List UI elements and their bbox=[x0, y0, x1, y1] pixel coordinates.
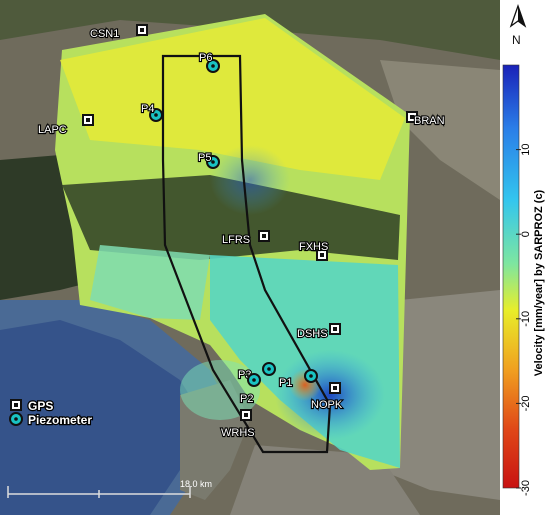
colorbar-tick-label: -10 bbox=[520, 311, 532, 327]
scale-bar-label: 18.0 km bbox=[180, 479, 212, 489]
gps-marker-wrhs[interactable]: WRHS bbox=[220, 409, 256, 440]
scale-bar: 18.0 km bbox=[7, 479, 212, 498]
gps-marker-fxhs[interactable]: FXHS bbox=[298, 240, 329, 261]
colorbar-tick-label: 0 bbox=[520, 231, 532, 237]
piezometer-label-p1: P1 bbox=[279, 377, 292, 389]
north-arrow: N bbox=[509, 4, 527, 47]
piezometer-marker-p4[interactable]: P4 bbox=[140, 102, 163, 122]
colorbar: 10 0 -10 -20 -30 Velocity [mm/year] by SARPR… bbox=[502, 64, 545, 496]
gps-marker-dshs[interactable]: DSHS bbox=[296, 323, 341, 341]
colorbar-gradient bbox=[502, 64, 520, 489]
gps-marker-csn1[interactable]: CSN1 bbox=[89, 24, 148, 41]
legend-piezometer-label: Piezometer bbox=[28, 413, 92, 427]
piezometer-label-p2: P2 bbox=[240, 393, 253, 405]
colorbar-tick-label: 10 bbox=[520, 143, 532, 155]
piezometer-marker-p6[interactable]: P6 bbox=[198, 51, 220, 73]
gps-marker-nopk[interactable]: NOPK bbox=[310, 382, 344, 412]
gps-label-nopk: NOPK bbox=[311, 399, 343, 411]
piezometer-marker-p2[interactable]: P2 bbox=[239, 373, 261, 406]
gps-label-wrhs: WRHS bbox=[221, 427, 255, 439]
gps-label-lapc: LAPC bbox=[38, 124, 67, 136]
north-arrow-label: N bbox=[512, 33, 521, 47]
map-legend: GPS Piezometer bbox=[9, 398, 94, 428]
colorbar-title: Velocity [mm/year] by SARPROZ (c) bbox=[533, 189, 545, 376]
piezometer-marker-p1[interactable]: P1 bbox=[278, 369, 318, 390]
colorbar-tick-label: -30 bbox=[520, 480, 532, 496]
piezometer-marker-p5[interactable]: P5 bbox=[197, 151, 220, 169]
piezometer-label-p5: P5 bbox=[198, 152, 211, 164]
gps-label-lfrs: LFRS bbox=[222, 234, 250, 246]
piezometer-label-p4: P4 bbox=[141, 103, 154, 115]
colorbar-tick-label: -20 bbox=[520, 395, 532, 411]
gps-stations: CSN1 LAPC BRAN LFRS FXHS DSHS bbox=[37, 24, 446, 440]
study-area-outline bbox=[161, 54, 332, 454]
piezometer-label-p6: P6 bbox=[199, 52, 212, 64]
gps-marker-bran[interactable]: BRAN bbox=[406, 111, 446, 128]
insar-coverage bbox=[55, 14, 410, 470]
piezometer-stations: P6 P4 P5 P3 P1 P2 bbox=[140, 51, 318, 406]
legend-gps-label: GPS bbox=[28, 399, 53, 413]
gps-label-bran: BRAN bbox=[414, 115, 445, 127]
gps-label-dshs: DSHS bbox=[297, 328, 328, 340]
gps-marker-lfrs[interactable]: LFRS bbox=[221, 230, 270, 247]
gps-label-fxhs: FXHS bbox=[299, 241, 328, 253]
gps-label-csn1: CSN1 bbox=[90, 28, 119, 40]
gps-marker-lapc[interactable]: LAPC bbox=[37, 114, 94, 137]
